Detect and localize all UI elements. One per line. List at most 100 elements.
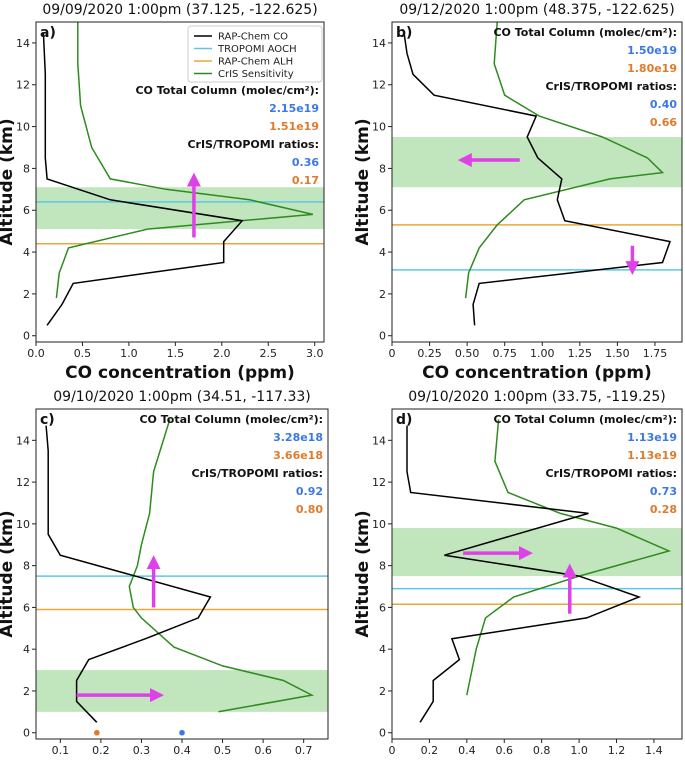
y-tick-label: 0 <box>23 330 30 343</box>
plot-frame <box>391 408 683 740</box>
panel-letter: a) <box>40 25 56 41</box>
y-axis-label: Altitude (km) <box>353 510 373 637</box>
y-tick-label: 8 <box>23 560 30 573</box>
ratio-value-orange: 0.28 <box>650 503 677 516</box>
x-tick-label: 0.3 <box>133 744 151 757</box>
y-tick-label: 12 <box>372 79 386 92</box>
y-tick-label: 4 <box>23 643 30 656</box>
tropomi-column-value: 1.13e19 <box>627 449 677 462</box>
panel-letter: c) <box>40 412 55 428</box>
rap-chem-co-line <box>403 32 671 326</box>
panel-b: 0 0.25 0.50 0.75 1.00 1.25 1.50 1.75 0 2 4 6 8 10 12 14… <box>353 2 683 383</box>
ratio-value-blue: 0.36 <box>292 156 319 169</box>
x-tick-label: 1.0 <box>570 744 588 757</box>
sensitivity-band <box>36 187 324 230</box>
x-tick-label: 1.0 <box>120 347 138 360</box>
panel-d: 0 0.2 0.4 0.6 0.8 1.0 1.2 1.4 0 2 4 6 8 10 12 14 09/10/2… <box>353 389 683 757</box>
legend-label-aoch: TROPOMI AOCH <box>217 44 297 55</box>
ratio-value-orange: 0.80 <box>296 503 323 516</box>
legend-label-alh: RAP-Chem ALH <box>218 57 293 68</box>
column-title: CO Total Column (molec/cm²): <box>135 84 319 97</box>
x-tick-label: 0.7 <box>295 744 313 757</box>
y-tick-label: 12 <box>372 476 386 489</box>
x-tick-label: 0.5 <box>214 744 232 757</box>
x-tick-label: 1.00 <box>530 347 555 360</box>
x-tick-label: 1.75 <box>643 347 668 360</box>
ratio-value-blue: 0.73 <box>650 485 677 498</box>
y-tick-label: 10 <box>16 518 30 531</box>
x-tick-label: 1.50 <box>605 347 630 360</box>
x-tick-label: 0.6 <box>496 744 514 757</box>
rap-chem-co-line <box>406 425 642 723</box>
x-tick-label: 3.0 <box>306 347 324 360</box>
x-tick-label: 0.0 <box>27 347 45 360</box>
x-axis-label: CO concentration (ppm) <box>65 363 295 383</box>
y-tick-label: 2 <box>23 288 30 301</box>
y-tick-label: 12 <box>16 476 30 489</box>
x-axis-label: CO concentration (ppm) <box>422 363 652 383</box>
y-tick-label: 14 <box>372 37 386 50</box>
cris-column-value: 3.28e18 <box>273 431 323 444</box>
y-tick-label: 2 <box>379 685 386 698</box>
y-tick-label: 6 <box>379 204 386 217</box>
y-tick-label: 10 <box>372 121 386 134</box>
y-tick-label: 6 <box>23 204 30 217</box>
cris-sensitivity-line <box>55 22 314 299</box>
legend-label-sens: CrIS Sensitivity <box>218 69 294 80</box>
cris-sensitivity-line <box>128 419 315 713</box>
ratios-title: CrIS/TROPOMI ratios: <box>545 467 677 480</box>
panel-a: 0.0 0.5 1.0 1.5 2.0 2.5 3.0 0 2 4 6 8 10 12 14 09/09/20… <box>0 2 325 383</box>
x-tick-label: 0.2 <box>92 744 110 757</box>
y-tick-label: 14 <box>16 434 30 447</box>
y-tick-label: 14 <box>372 434 386 447</box>
y-tick-label: 10 <box>16 121 30 134</box>
cris-sensitivity-line <box>466 419 672 696</box>
y-tick-label: 0 <box>379 727 386 740</box>
x-tick-label: 1.25 <box>568 347 593 360</box>
x-tick-label: 0.2 <box>421 744 439 757</box>
x-tick-label: 0.75 <box>492 347 517 360</box>
x-tick-label: 0.25 <box>417 347 442 360</box>
panel-c: 0.1 0.2 0.3 0.4 0.5 0.6 0.7 0 2 4 6 8 10 12 14 09/10/20… <box>0 389 329 757</box>
marker-point-orange <box>94 729 100 736</box>
x-tick-label: 1.5 <box>167 347 185 360</box>
y-tick-label: 2 <box>23 685 30 698</box>
marker-point-blue <box>179 729 185 736</box>
plot-area <box>392 22 682 326</box>
y-tick-label: 6 <box>379 601 386 614</box>
x-tick-label: 0.4 <box>173 744 191 757</box>
x-tick-label: 0.8 <box>533 744 551 757</box>
x-tick-label: 0.4 <box>458 744 476 757</box>
tropomi-column-value: 1.80e19 <box>627 62 677 75</box>
y-tick-label: 6 <box>23 601 30 614</box>
x-tick-label: 0.50 <box>455 347 480 360</box>
y-tick-label: 4 <box>23 246 30 259</box>
panel-title: 09/12/2020 1:00pm (48.375, -122.625) <box>399 2 674 18</box>
x-tick-label: 1.2 <box>608 744 626 757</box>
rap-chem-co-line <box>42 32 244 326</box>
column-title: CO Total Column (molec/cm²): <box>493 413 677 426</box>
x-tick-label: 0.1 <box>52 744 70 757</box>
ratio-value-blue: 0.40 <box>650 98 677 111</box>
y-tick-label: 8 <box>379 560 386 573</box>
y-tick-label: 8 <box>23 162 30 175</box>
plot-area <box>36 22 324 326</box>
panel-title: 09/10/2020 1:00pm (33.75, -119.25) <box>408 389 666 405</box>
cris-column-value: 2.15e19 <box>269 102 319 115</box>
x-tick-label: 0.5 <box>74 347 92 360</box>
y-axis-label: Altitude (km) <box>0 510 17 637</box>
x-tick-label: 1.4 <box>645 744 663 757</box>
legend-box <box>187 25 323 83</box>
panel-letter: d) <box>396 412 412 428</box>
legend-label-co: RAP-Chem CO <box>218 32 288 43</box>
y-tick-label: 4 <box>379 246 386 259</box>
y-axis-label: Altitude (km) <box>353 118 373 245</box>
plot-area <box>36 419 328 723</box>
cris-sensitivity-line <box>464 22 665 299</box>
y-tick-label: 14 <box>16 37 30 50</box>
cris-column-value: 1.50e19 <box>627 44 677 57</box>
y-tick-label: 4 <box>379 643 386 656</box>
tropomi-column-value: 1.51e19 <box>269 120 319 133</box>
sensitivity-band <box>392 137 682 188</box>
